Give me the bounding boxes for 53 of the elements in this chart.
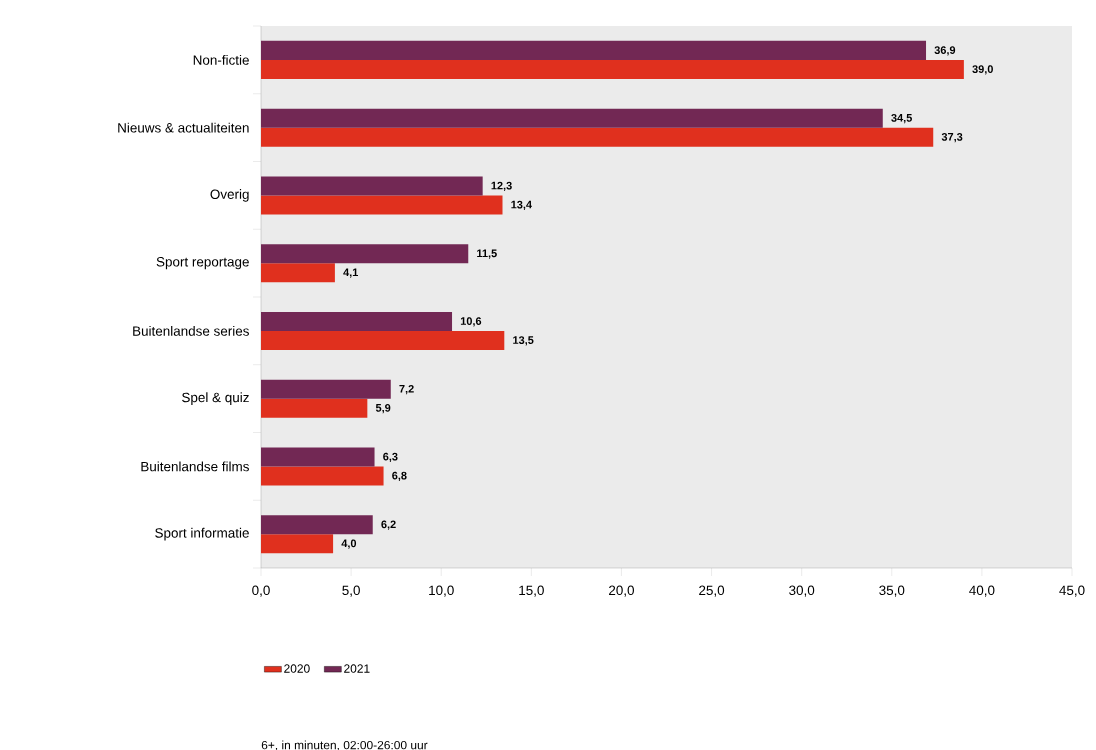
legend-label: 2020 — [284, 664, 310, 673]
data-label: 6,3 — [383, 452, 398, 463]
y-tick-label: Sport informatie — [155, 527, 249, 541]
data-label: 34,5 — [891, 113, 912, 124]
text: 6+, in minuten, 02:00-26:00 uur — [261, 740, 428, 750]
data-label: 37,3 — [941, 132, 963, 143]
data-label: 4,0 — [341, 539, 357, 549]
legend-label: 2021 — [344, 664, 370, 673]
x-tick-label: 20,0 — [609, 585, 635, 597]
data-label: 5,9 — [375, 403, 391, 414]
bar — [261, 330, 505, 350]
bar — [261, 59, 964, 79]
bar — [261, 379, 391, 399]
bar — [261, 108, 883, 128]
x-tick-label: 0,0 — [252, 585, 270, 597]
bar — [261, 515, 373, 535]
bar — [261, 534, 334, 554]
x-tick-label: 10,0 — [429, 585, 454, 597]
y-tick-label: Spel & quiz — [182, 392, 249, 405]
data-label: 12,3 — [491, 181, 512, 192]
bar — [261, 40, 927, 60]
data-label: 39,0 — [972, 65, 993, 75]
bar — [261, 311, 453, 331]
data-label: 36,9 — [934, 46, 956, 56]
data-label: 13,5 — [513, 336, 534, 346]
bar — [261, 466, 384, 486]
bar — [261, 263, 335, 283]
x-tick-label: 5,0 — [342, 585, 360, 597]
data-label: 11,5 — [477, 249, 497, 259]
x-tick-label: 35,0 — [879, 585, 905, 597]
bar — [261, 398, 368, 418]
x-tick-label: 30,0 — [789, 585, 815, 597]
bar — [261, 127, 934, 147]
x-tick-label: 15,0 — [519, 585, 544, 597]
x-tick-label: 40,0 — [969, 585, 995, 597]
y-tick-label: Buitenlandse films — [141, 461, 249, 472]
y-tick-label: Buitenlandse series — [133, 325, 249, 336]
data-label: 4,1 — [343, 268, 359, 278]
y-tick-label: Sport reportage — [156, 257, 249, 270]
data-label: 7,2 — [399, 384, 414, 395]
bar — [261, 447, 375, 467]
bar — [261, 176, 483, 196]
x-tick-label: 25,0 — [699, 585, 725, 597]
y-tick-label: Nieuws & actualiteiten — [118, 122, 249, 133]
y-tick-label: Overig — [210, 189, 249, 202]
data-label: 6,2 — [381, 520, 396, 530]
x-tick-label: 45,0 — [1059, 585, 1085, 597]
data-label: 6,8 — [392, 471, 407, 482]
bar — [261, 195, 503, 215]
data-label: 10,6 — [460, 317, 482, 327]
y-tick-label: Non-fictie — [193, 54, 249, 65]
bar — [261, 244, 469, 264]
data-label: 13,4 — [511, 200, 532, 211]
